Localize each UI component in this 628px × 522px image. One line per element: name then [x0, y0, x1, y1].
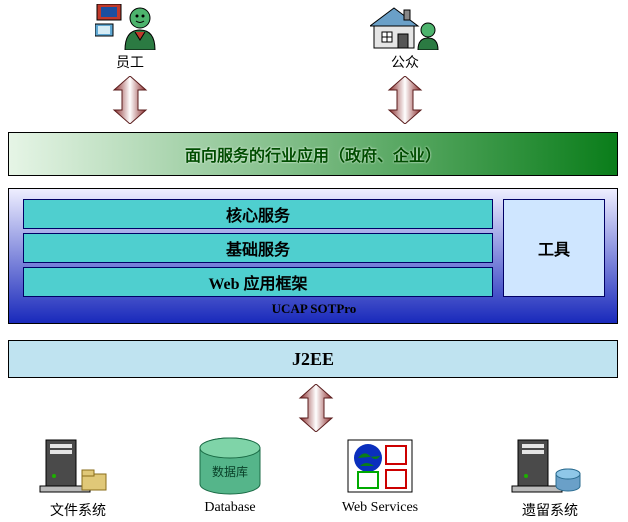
- ucap-row-basic: 基础服务: [23, 233, 493, 263]
- ucap-caption: UCAP SOTPro: [9, 301, 619, 317]
- architecture-diagram: 员工 公众 面向服务的行业应用（政府、企业） 核心服务 基础服务 We: [0, 0, 628, 522]
- employee-label: 员工: [95, 52, 165, 72]
- public-icon: [370, 4, 440, 50]
- database-icon: 数据库: [190, 436, 270, 496]
- database-label: Database: [190, 500, 270, 516]
- employee-icon: [95, 4, 165, 50]
- arrow-employee-app: [110, 76, 150, 124]
- ucap-row-web: Web 应用框架: [23, 267, 493, 297]
- arrow-public-app: [385, 76, 425, 124]
- legacy-label: 遗留系统: [510, 500, 590, 520]
- legacy-icon: [510, 436, 590, 496]
- tier-j2ee-label: J2EE: [292, 349, 334, 370]
- arrow-j2ee-backends: [296, 384, 336, 432]
- database-cyl-label: 数据库: [212, 464, 248, 479]
- ucap-block: 核心服务 基础服务 Web 应用框架 工具 UCAP SOTPro: [8, 188, 618, 324]
- ucap-tools: 工具: [503, 199, 605, 297]
- tier-applications: 面向服务的行业应用（政府、企业）: [8, 132, 618, 176]
- filesystem-icon: [38, 436, 118, 496]
- public-label: 公众: [370, 52, 440, 72]
- ucap-row-core: 核心服务: [23, 199, 493, 229]
- tier-applications-label: 面向服务的行业应用（政府、企业）: [185, 142, 441, 166]
- webservices-icon: [340, 436, 420, 496]
- tier-j2ee: J2EE: [8, 340, 618, 378]
- webservices-label: Web Services: [330, 500, 430, 516]
- filesystem-label: 文件系统: [38, 500, 118, 520]
